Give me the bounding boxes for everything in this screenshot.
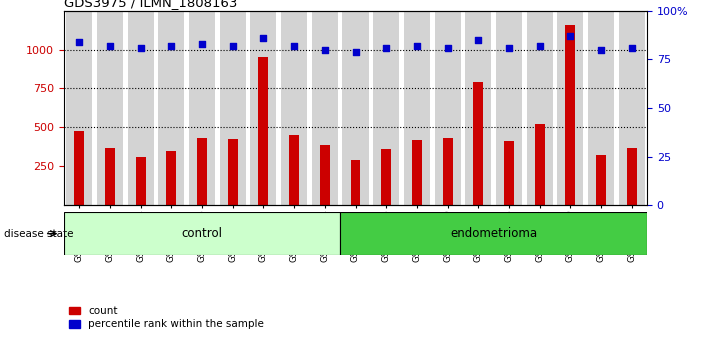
Bar [619,11,645,205]
Point [411,43,422,48]
Point [565,33,576,39]
Bar [250,11,277,205]
Bar [351,160,360,205]
Bar [136,157,146,205]
Point [473,37,484,43]
Point [442,45,453,50]
Bar [311,11,338,205]
Bar [281,11,307,205]
Point [227,43,238,48]
Bar [465,11,491,205]
Bar [404,11,430,205]
Bar [412,140,422,205]
Legend: count, percentile rank within the sample: count, percentile rank within the sample [69,306,264,329]
Bar [340,212,647,255]
Bar [128,11,154,205]
Bar [343,11,368,205]
Bar [197,138,207,205]
Text: disease state: disease state [4,229,73,239]
Point [380,45,392,50]
Point [289,43,300,48]
Bar [259,57,268,205]
Bar [64,212,340,255]
Bar [496,11,522,205]
Point [503,45,515,50]
Point [595,47,606,52]
Bar [228,139,237,205]
Point [196,41,208,46]
Bar [159,11,184,205]
Text: endometrioma: endometrioma [450,227,537,240]
Point [135,45,146,50]
Point [319,47,331,52]
Bar [320,144,330,205]
Point [350,48,361,54]
Bar [66,11,92,205]
Point [166,43,177,48]
Bar [565,25,575,205]
Point [626,45,637,50]
Text: control: control [181,227,223,240]
Bar [289,135,299,205]
Bar [504,142,514,205]
Bar [474,82,483,205]
Point [105,43,116,48]
Bar [381,149,391,205]
Bar [373,11,400,205]
Bar [189,11,215,205]
Bar [443,138,452,205]
Bar [220,11,246,205]
Point [534,43,545,48]
Bar [626,148,636,205]
Bar [434,11,461,205]
Bar [596,155,606,205]
Bar [166,151,176,205]
Bar [535,124,545,205]
Bar [75,131,85,205]
Bar [105,148,115,205]
Bar [97,11,123,205]
Point [74,39,85,45]
Text: GDS3975 / ILMN_1808163: GDS3975 / ILMN_1808163 [64,0,237,10]
Point [258,35,269,41]
Bar [588,11,614,205]
Bar [557,11,583,205]
Bar [527,11,552,205]
